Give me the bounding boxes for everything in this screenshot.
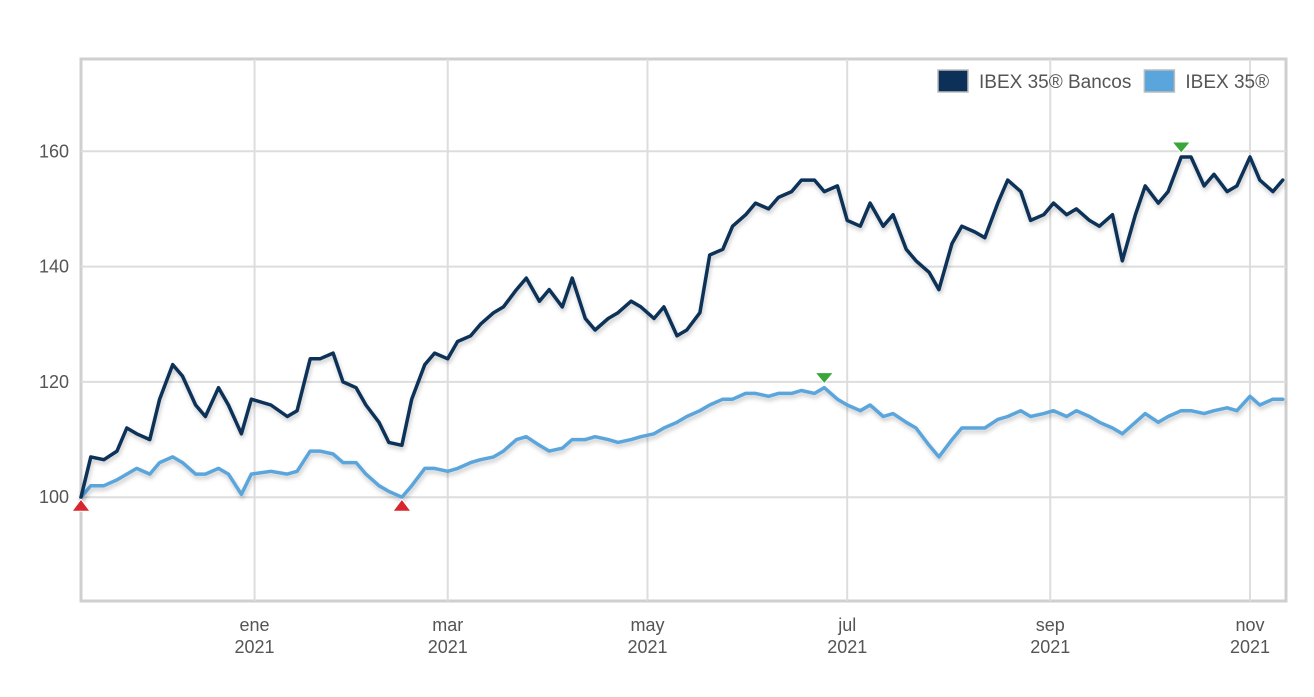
min-marker xyxy=(71,498,91,512)
y-tick-label: 160 xyxy=(39,141,69,161)
y-tick-label: 100 xyxy=(39,487,69,507)
series-line-1 xyxy=(79,385,1285,499)
x-tick-month-label: nov xyxy=(1235,615,1264,635)
x-tick-month-label: sep xyxy=(1036,615,1065,635)
extreme-markers xyxy=(71,141,1192,512)
x-tick-year-label: 2021 xyxy=(1030,637,1070,657)
series-line-0 xyxy=(79,155,1285,499)
grid xyxy=(81,59,1286,601)
x-tick-year-label: 2021 xyxy=(827,637,867,657)
x-tick-month-label: may xyxy=(630,615,664,635)
x-tick-year-label: 2021 xyxy=(428,637,468,657)
legend: IBEX 35® Bancos IBEX 35® xyxy=(937,69,1269,93)
y-axis: 100 120 140 160 xyxy=(39,141,69,507)
x-tick-month-label: jul xyxy=(837,615,856,635)
x-tick-year-label: 2021 xyxy=(1230,637,1270,657)
min-marker xyxy=(391,498,412,512)
x-tick-month-label: mar xyxy=(432,615,463,635)
y-tick-label: 120 xyxy=(39,372,69,392)
x-axis: ene2021mar2021may2021jul2021sep2021nov20… xyxy=(235,615,1270,657)
y-tick-label: 140 xyxy=(39,257,69,277)
legend-swatch xyxy=(937,69,969,93)
x-tick-month-label: ene xyxy=(240,615,270,635)
x-tick-year-label: 2021 xyxy=(235,637,275,657)
max-marker xyxy=(814,372,835,385)
series-lines xyxy=(79,155,1285,499)
legend-label: IBEX 35® Bancos xyxy=(979,72,1131,93)
legend-swatch xyxy=(1143,69,1176,93)
legend-label: IBEX 35® xyxy=(1185,72,1269,93)
max-marker xyxy=(1171,141,1192,154)
x-tick-year-label: 2021 xyxy=(627,637,667,657)
